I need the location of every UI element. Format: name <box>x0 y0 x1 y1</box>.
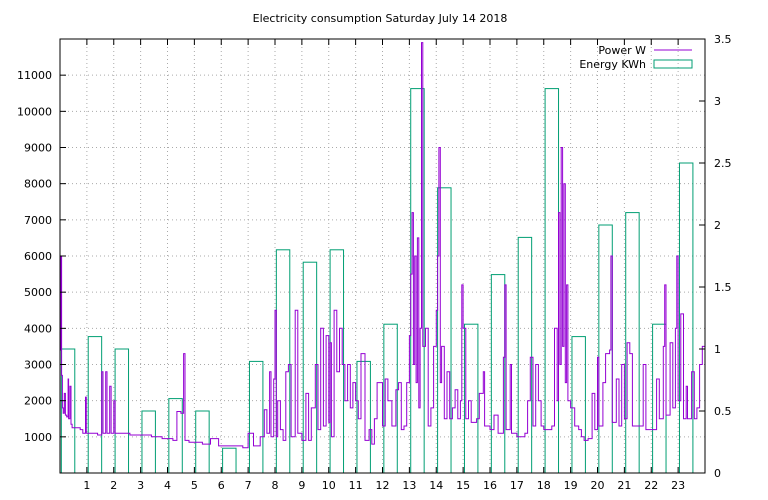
x-tick-label: 23 <box>671 479 685 492</box>
energy-bar <box>302 261 318 474</box>
left-tick-label: 3000 <box>24 359 52 372</box>
energy-bar <box>490 274 506 474</box>
right-tick-label: 3.5 <box>714 33 732 46</box>
legend-swatch-energy <box>653 59 693 69</box>
left-tick-label: 2000 <box>24 395 52 408</box>
x-tick-label: 21 <box>617 479 631 492</box>
x-tick-label: 7 <box>245 479 252 492</box>
energy-bar <box>544 88 560 474</box>
x-tick-label: 18 <box>537 479 551 492</box>
grid-lines <box>60 39 705 473</box>
left-tick-label: 7000 <box>24 214 52 227</box>
x-tick-label: 17 <box>510 479 524 492</box>
left-tick-label: 6000 <box>24 250 52 263</box>
energy-bar <box>571 336 586 474</box>
power-series-line <box>60 42 706 449</box>
energy-bar <box>463 323 479 474</box>
left-tick-label: 9000 <box>24 142 52 155</box>
x-tick-label: 4 <box>164 479 171 492</box>
energy-bar <box>517 236 533 474</box>
power-line <box>60 42 706 449</box>
x-tick-label: 12 <box>376 479 390 492</box>
legend-label-energy: Energy KWh <box>579 58 646 71</box>
x-tick-label: 13 <box>402 479 416 492</box>
energy-bar <box>141 410 156 474</box>
left-tick-label: 11000 <box>17 69 52 82</box>
x-tick-label: 16 <box>483 479 497 492</box>
x-tick-label: 22 <box>644 479 658 492</box>
right-axis: 0 0.5 1 1.5 2 2.5 3 3.5 <box>699 33 732 480</box>
left-axis: 1000 2000 3000 4000 5000 6000 7000 8000 9000 1000… <box>17 69 66 444</box>
legend: Power W Energy KWh <box>579 44 693 71</box>
energy-bar <box>222 447 237 474</box>
left-tick-label: 10000 <box>17 105 52 118</box>
energy-bar <box>248 360 264 474</box>
x-tick-label: 5 <box>191 479 198 492</box>
right-tick-label: 1 <box>714 343 721 356</box>
right-tick-label: 1.5 <box>714 281 732 294</box>
x-tick-label: 20 <box>591 479 605 492</box>
left-tick-label: 5000 <box>24 286 52 299</box>
right-tick-label: 2.5 <box>714 157 732 170</box>
x-tick-label: 8 <box>272 479 279 492</box>
x-tick-label: 14 <box>429 479 443 492</box>
x-axis: 1 2 3 4 5 6 7 8 9 10 11 12 13 14 15 16 17 18 19 20 21 22 23 <box>83 39 685 492</box>
right-tick-label: 2 <box>714 219 721 232</box>
right-tick-label: 0 <box>714 467 721 480</box>
legend-label-power: Power W <box>598 44 646 57</box>
energy-bar <box>678 162 694 474</box>
x-tick-label: 11 <box>349 479 363 492</box>
x-tick-label: 2 <box>110 479 117 492</box>
energy-bar <box>356 360 371 474</box>
energy-bar <box>383 323 398 474</box>
energy-bar <box>114 348 130 474</box>
x-tick-label: 10 <box>322 479 336 492</box>
right-tick-label: 0.5 <box>714 405 732 418</box>
left-tick-label: 4000 <box>24 322 52 335</box>
energy-bar <box>437 187 452 474</box>
energy-bar <box>87 336 103 474</box>
left-tick-label: 1000 <box>24 431 52 444</box>
x-tick-label: 6 <box>218 479 225 492</box>
energy-bar <box>168 398 183 474</box>
left-tick-label: 8000 <box>24 178 52 191</box>
x-tick-label: 1 <box>83 479 90 492</box>
x-tick-label: 9 <box>298 479 305 492</box>
right-tick-label: 3 <box>714 95 721 108</box>
x-tick-label: 15 <box>456 479 470 492</box>
x-tick-label: 3 <box>137 479 144 492</box>
x-tick-label: 19 <box>564 479 578 492</box>
energy-bar <box>598 224 613 474</box>
chart-title: Electricity consumption Saturday July 14… <box>253 12 508 25</box>
